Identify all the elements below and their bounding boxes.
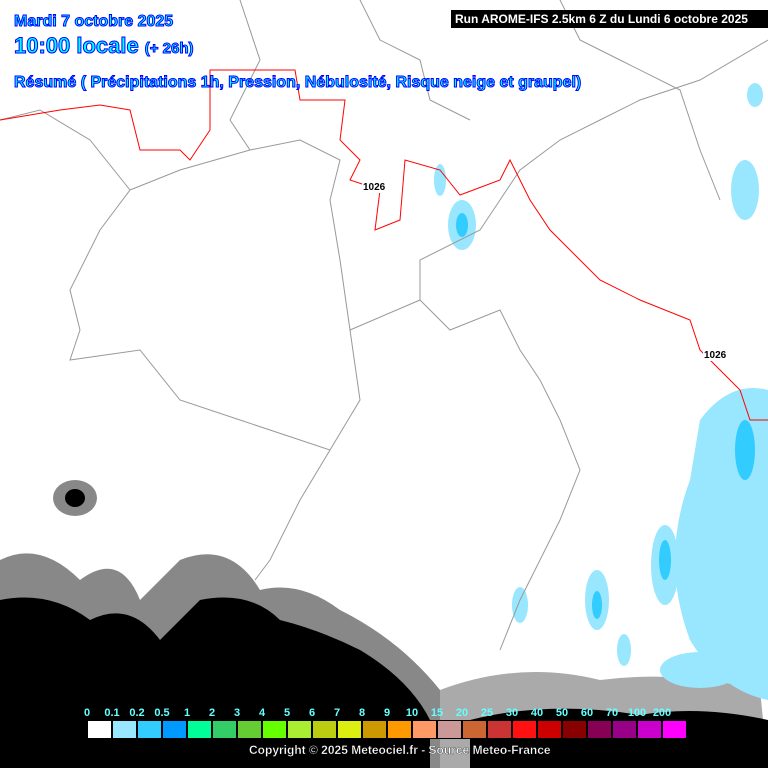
legend-label: 70 bbox=[605, 707, 619, 719]
legend-swatch bbox=[162, 720, 187, 739]
legend-label: 20 bbox=[455, 707, 469, 719]
precipitation bbox=[434, 83, 768, 700]
legend-swatch bbox=[587, 720, 612, 739]
legend-swatch bbox=[87, 720, 112, 739]
legend-label: 30 bbox=[505, 707, 519, 719]
lead-time: (+ 26h) bbox=[144, 40, 194, 58]
run-info: Run AROME-IFS 2.5km 6 Z du Lundi 6 octob… bbox=[451, 10, 768, 28]
legend-label: 4 bbox=[258, 707, 266, 719]
copyright: Copyright © 2025 Meteociel.fr - Source M… bbox=[249, 743, 551, 757]
forecast-date: Mardi 7 octobre 2025 bbox=[13, 13, 174, 31]
legend-swatch bbox=[262, 720, 287, 739]
legend-swatch bbox=[137, 720, 162, 739]
legend-swatch bbox=[212, 720, 237, 739]
pressure-label: 1026 bbox=[703, 350, 728, 361]
legend-label: 50 bbox=[555, 707, 569, 719]
legend-label: 25 bbox=[480, 707, 494, 719]
legend-swatch bbox=[337, 720, 362, 739]
legend-label: 8 bbox=[358, 707, 366, 719]
legend-swatch bbox=[537, 720, 562, 739]
legend-swatch bbox=[287, 720, 312, 739]
legend-swatch bbox=[412, 720, 437, 739]
legend-swatch bbox=[437, 720, 462, 739]
legend-swatch bbox=[362, 720, 387, 739]
legend-label: 15 bbox=[430, 707, 444, 719]
legend-label: 2 bbox=[208, 707, 216, 719]
legend-label: 0 bbox=[83, 707, 91, 719]
local-time: 10:00 locale bbox=[14, 33, 140, 59]
legend-label: 0.2 bbox=[129, 707, 145, 719]
legend-label: 1 bbox=[183, 707, 191, 719]
pressure-label: 1026 bbox=[362, 182, 387, 193]
legend-label: 0.5 bbox=[154, 707, 170, 719]
legend-label: 7 bbox=[333, 707, 341, 719]
legend-swatch bbox=[562, 720, 587, 739]
legend-label: 5 bbox=[283, 707, 291, 719]
map-summary: Résumé ( Précipitations 1h, Pression, Né… bbox=[13, 74, 582, 92]
legend-swatch bbox=[662, 720, 687, 739]
legend-swatch bbox=[462, 720, 487, 739]
legend-swatch bbox=[637, 720, 662, 739]
legend-label: 3 bbox=[233, 707, 241, 719]
legend-label: 40 bbox=[530, 707, 544, 719]
legend-label: 0.1 bbox=[104, 707, 120, 719]
legend-label: 6 bbox=[308, 707, 316, 719]
pressure-isobars bbox=[0, 69, 768, 421]
legend-swatch bbox=[512, 720, 537, 739]
legend-label: 9 bbox=[383, 707, 391, 719]
legend-label: 10 bbox=[405, 707, 419, 719]
legend-swatch bbox=[112, 720, 137, 739]
legend-label: 200 bbox=[652, 707, 672, 719]
borders bbox=[0, 0, 768, 651]
legend-label: 100 bbox=[627, 707, 647, 719]
legend-swatch bbox=[312, 720, 337, 739]
legend-label: 60 bbox=[580, 707, 594, 719]
forecast-time: 10:00 locale (+ 26h) bbox=[14, 33, 195, 59]
legend-swatch bbox=[612, 720, 637, 739]
legend-swatch bbox=[487, 720, 512, 739]
legend-swatch bbox=[237, 720, 262, 739]
legend-swatch bbox=[187, 720, 212, 739]
legend-swatch bbox=[387, 720, 412, 739]
